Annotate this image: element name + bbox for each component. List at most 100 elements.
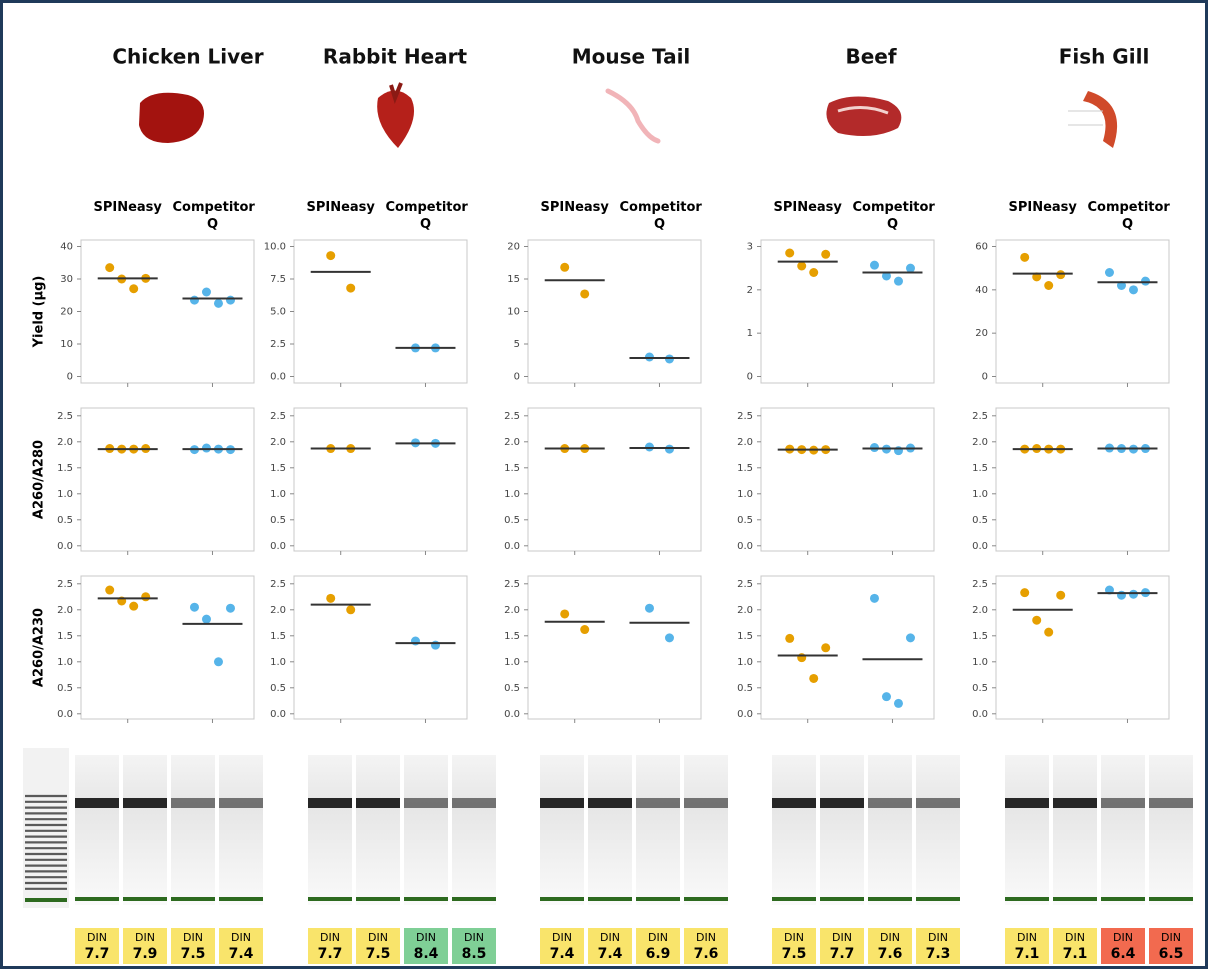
din-value: 7.9 xyxy=(133,946,158,962)
y-tick-label: 1.5 xyxy=(737,463,753,474)
y-tick-label: 0 xyxy=(982,372,988,383)
plot-frame xyxy=(996,576,1169,719)
gel-band xyxy=(1053,798,1097,808)
data-point xyxy=(1141,277,1150,286)
y-tick-label: 0.0 xyxy=(737,541,753,552)
din-value: 7.5 xyxy=(782,946,807,962)
data-point xyxy=(326,251,335,260)
y-tick-label: 20 xyxy=(975,328,988,339)
data-point xyxy=(870,443,879,452)
plot-frame xyxy=(996,408,1169,551)
y-tick-label: 0.0 xyxy=(972,541,988,552)
column-title: Chicken Liver xyxy=(112,45,263,69)
group-label: SPINeasy xyxy=(998,199,1088,216)
y-tick-label: 2.0 xyxy=(270,605,286,616)
din-label: DIN xyxy=(600,931,620,944)
gel-band xyxy=(636,798,680,808)
y-tick-label: 0.0 xyxy=(57,541,73,552)
column-title: Fish Gill xyxy=(1059,45,1150,69)
data-point xyxy=(797,262,806,271)
y-tick-label: 1.0 xyxy=(57,657,73,668)
data-point xyxy=(665,445,674,454)
plot-frame xyxy=(294,240,467,383)
data-point xyxy=(1056,270,1065,279)
y-tick-label: 1.0 xyxy=(737,657,753,668)
y-tick-label: 2.5 xyxy=(972,579,988,590)
y-tick-label: 1.0 xyxy=(972,489,988,500)
din-value: 7.4 xyxy=(229,946,254,962)
din-label: DIN xyxy=(880,931,900,944)
y-tick-label: 7.5 xyxy=(270,274,286,285)
din-label: DIN xyxy=(1113,931,1133,944)
data-point xyxy=(1129,590,1138,599)
y-tick-label: 0.5 xyxy=(504,515,520,526)
data-point xyxy=(190,296,199,305)
gel-marker xyxy=(75,897,119,901)
data-point xyxy=(580,289,589,298)
gel-lane xyxy=(1053,755,1097,905)
din-value: 7.6 xyxy=(694,946,719,962)
data-point xyxy=(785,249,794,258)
din-value: 7.4 xyxy=(550,946,575,962)
gel-lane xyxy=(588,755,632,905)
y-tick-label: 2.0 xyxy=(737,437,753,448)
data-point xyxy=(105,586,114,595)
y-tick-label: 0.0 xyxy=(270,372,286,383)
gel-band xyxy=(820,798,864,808)
y-tick-label: 60 xyxy=(975,242,988,253)
din-label: DIN xyxy=(696,931,716,944)
gel-lane xyxy=(636,755,680,905)
data-point xyxy=(202,444,211,453)
din-label: DIN xyxy=(928,931,948,944)
data-point xyxy=(226,296,235,305)
y-tick-label: 2.0 xyxy=(737,605,753,616)
gel-band xyxy=(171,798,215,808)
data-point xyxy=(1020,253,1029,262)
din-label: DIN xyxy=(368,931,388,944)
y-tick-label: 1.0 xyxy=(57,489,73,500)
y-tick-label: 1.0 xyxy=(270,489,286,500)
y-tick-label: 10 xyxy=(507,307,520,318)
gel-band xyxy=(1101,798,1145,808)
plot-frame xyxy=(996,240,1169,383)
gel-marker xyxy=(588,897,632,901)
gel-band xyxy=(1005,798,1049,808)
gel-marker xyxy=(308,897,352,901)
y-tick-label: 2.5 xyxy=(972,411,988,422)
group-label: Competitor Q xyxy=(172,199,252,233)
gel-band xyxy=(916,798,960,808)
column-title: Beef xyxy=(845,45,896,69)
gel-band xyxy=(123,798,167,808)
heart-icon xyxy=(377,83,414,148)
gel-lane xyxy=(123,755,167,905)
y-tick-label: 2.0 xyxy=(57,605,73,616)
y-tick-label: 0 xyxy=(514,372,520,383)
gel-lane xyxy=(404,755,448,905)
y-tick-label: 1.0 xyxy=(737,489,753,500)
y-tick-label: 2.0 xyxy=(504,605,520,616)
y-tick-label: 1.0 xyxy=(504,657,520,668)
y-tick-label: 1.0 xyxy=(504,489,520,500)
din-value: 8.5 xyxy=(462,946,487,962)
din-value: 7.7 xyxy=(830,946,855,962)
din-value: 7.1 xyxy=(1063,946,1088,962)
gel-band xyxy=(868,798,912,808)
data-point xyxy=(129,284,138,293)
tail-icon xyxy=(608,91,658,141)
din-label: DIN xyxy=(464,931,484,944)
gel-marker xyxy=(356,897,400,901)
data-point xyxy=(411,637,420,646)
din-label: DIN xyxy=(1017,931,1037,944)
data-point xyxy=(346,605,355,614)
plot-frame xyxy=(528,576,701,719)
plot-frame xyxy=(528,240,701,383)
din-value: 6.9 xyxy=(646,946,671,962)
din-value: 7.7 xyxy=(318,946,343,962)
din-value: 7.5 xyxy=(181,946,206,962)
din-label: DIN xyxy=(416,931,436,944)
y-tick-label: 1.5 xyxy=(972,463,988,474)
din-value: 7.5 xyxy=(366,946,391,962)
gel-band xyxy=(356,798,400,808)
gel-marker xyxy=(404,897,448,901)
y-tick-label: 0.5 xyxy=(504,683,520,694)
